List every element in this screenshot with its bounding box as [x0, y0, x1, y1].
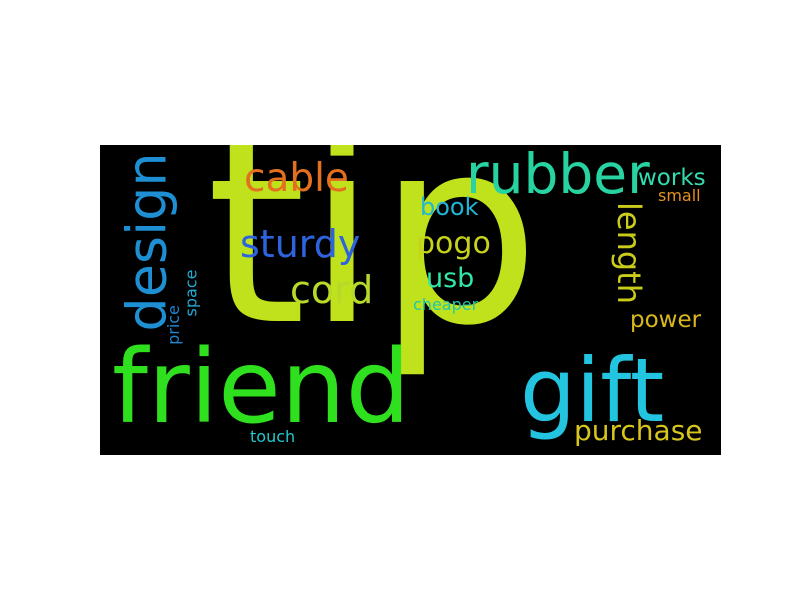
- word-tip: tip: [206, 145, 540, 382]
- word-small: small: [658, 186, 701, 205]
- word-cable: cable: [244, 156, 349, 201]
- word-power: power: [630, 307, 702, 333]
- word-friend: friend: [112, 328, 411, 447]
- word-works: works: [638, 165, 706, 191]
- word-gift: gift: [520, 339, 665, 442]
- word-usb: usb: [426, 263, 475, 294]
- word-cheaper: cheaper: [413, 295, 479, 314]
- word-sturdy: sturdy: [240, 222, 361, 266]
- word-book: book: [420, 193, 479, 221]
- word-length: length: [610, 202, 648, 304]
- word-cloud: tip friend gift rubber design cable stur…: [100, 145, 721, 455]
- word-price: price: [163, 305, 183, 345]
- word-purchase: purchase: [574, 414, 703, 447]
- word-cord: cord: [290, 268, 374, 312]
- word-touch: touch: [250, 427, 296, 446]
- word-space: space: [181, 269, 201, 317]
- word-rubber: rubber: [466, 145, 650, 206]
- word-pogo: pogo: [416, 226, 491, 261]
